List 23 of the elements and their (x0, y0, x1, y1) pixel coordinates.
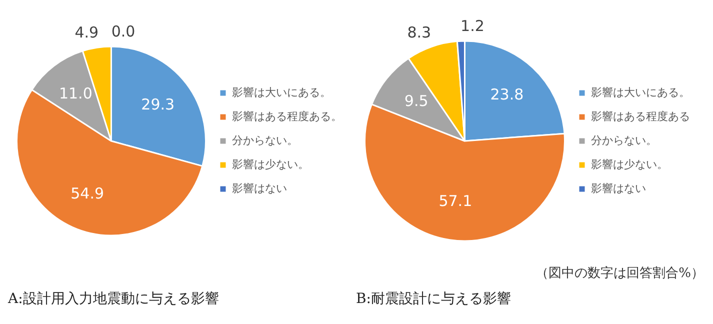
text: （図中の数字は回答割合%） (536, 265, 704, 282)
text: B:耐震設計に与える影響 (356, 290, 512, 308)
data-label: 8.3 (407, 23, 432, 42)
text: 0.0 (111, 22, 136, 40)
data-label: 23.8 (490, 85, 524, 104)
data-label: 29.3 (141, 95, 175, 114)
legend-label: 分からない。 (232, 134, 298, 147)
data-label: 57.1 (438, 192, 472, 210)
legend-label: 分からない。 (591, 134, 657, 147)
legend-label: 影響はない (232, 182, 287, 195)
legend-label: 影響はある程度ある。 (232, 110, 342, 123)
data-label: 54.9 (70, 184, 104, 202)
legend-label: 影響はない (591, 182, 646, 195)
data-label: 11.0 (58, 84, 92, 102)
legend-label: 影響は少ない。 (591, 158, 668, 171)
legend-label: 影響は少ない。 (232, 158, 309, 171)
data-label: 1.2 (460, 16, 484, 35)
data-label: 9.5 (404, 92, 428, 110)
legend-label: 影響は大いにある。 (591, 86, 690, 99)
legend-label: 影響はある程度ある (591, 110, 690, 123)
legend-label: 影響は大いにある。 (232, 86, 331, 99)
text: A:設計用入力地震動に与える影響 (8, 290, 220, 308)
data-label: 4.9 (74, 24, 99, 42)
